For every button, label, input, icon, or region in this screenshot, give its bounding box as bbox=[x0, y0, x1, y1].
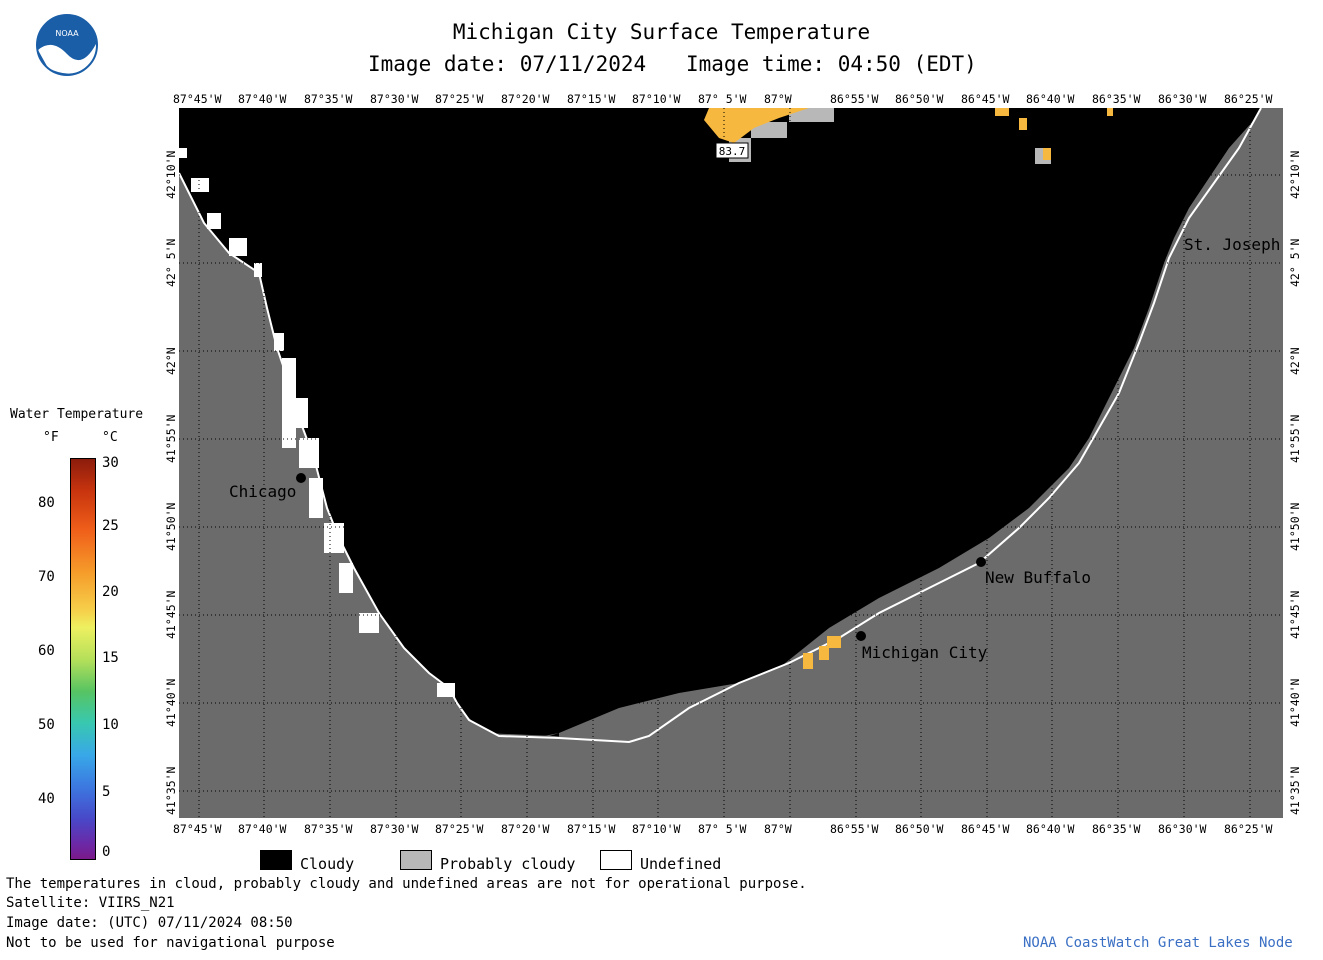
lon-tick-label-top: 87°15'W bbox=[567, 92, 616, 106]
lon-tick-label-bottom: 86°45'W bbox=[961, 822, 1010, 836]
image-date: Image date: 07/11/2024 bbox=[368, 52, 647, 76]
new-buffalo-marker bbox=[976, 557, 986, 567]
land-west-shore bbox=[179, 173, 629, 818]
sample-value: 83.7 bbox=[719, 145, 746, 158]
scale-c-tick: 5 bbox=[102, 784, 111, 800]
lon-tick-label-bottom: 87°35'W bbox=[304, 822, 353, 836]
legend-undefined-swatch bbox=[600, 850, 632, 870]
legend-probably-cloudy-label: Probably cloudy bbox=[440, 855, 576, 873]
label-michigan-city: Michigan City bbox=[862, 643, 988, 662]
lon-tick-label-top: 86°35'W bbox=[1092, 92, 1141, 106]
michigan-city-marker bbox=[856, 631, 866, 641]
lat-tick-label-right: 41°50'N bbox=[1288, 502, 1302, 551]
lon-tick-label-top: 87°40'W bbox=[238, 92, 287, 106]
scale-c-tick: 10 bbox=[102, 717, 119, 733]
lon-tick-label-bottom: 87°30'W bbox=[370, 822, 419, 836]
legend-cloudy-label: Cloudy bbox=[300, 855, 355, 873]
lat-tick-label-left: 42° 5'N bbox=[164, 238, 178, 287]
lat-tick-label-right: 42°10'N bbox=[1288, 150, 1302, 199]
scale-c-tick: 20 bbox=[102, 584, 119, 600]
lon-tick-label-bottom: 87°25'W bbox=[435, 822, 484, 836]
map-frame: 83.7 bbox=[169, 107, 1283, 818]
lon-tick-label-top: 86°25'W bbox=[1224, 92, 1273, 106]
footer-disclaimer: The temperatures in cloud, probably clou… bbox=[6, 876, 807, 892]
lon-tick-label-top: 86°30'W bbox=[1158, 92, 1207, 106]
lon-tick-label-bottom: 87°15'W bbox=[567, 822, 616, 836]
lon-tick-label-top: 87°30'W bbox=[370, 92, 419, 106]
lon-tick-label-top: 87°45'W bbox=[173, 92, 222, 106]
lon-tick-label-top: 86°40'W bbox=[1026, 92, 1075, 106]
footer-nav-warning: Not to be used for navigational purpose bbox=[6, 935, 335, 951]
scale-f-tick: 50 bbox=[38, 717, 55, 733]
lon-tick-label-bottom: 86°35'W bbox=[1092, 822, 1141, 836]
label-new-buffalo: New Buffalo bbox=[985, 568, 1091, 587]
lon-tick-label-bottom: 87°45'W bbox=[173, 822, 222, 836]
lat-tick-label-right: 42°N bbox=[1288, 347, 1302, 375]
page-title: Michigan City Surface Temperature bbox=[452, 20, 871, 44]
scale-f-tick: 80 bbox=[38, 495, 55, 511]
lon-tick-label-bottom: 86°55'W bbox=[830, 822, 879, 836]
lat-tick-label-left: 42°10'N bbox=[164, 150, 178, 199]
footer-credit: NOAA CoastWatch Great Lakes Node bbox=[1023, 935, 1293, 951]
lon-tick-label-top: 86°55'W bbox=[830, 92, 879, 106]
lon-tick-label-bottom: 86°40'W bbox=[1026, 822, 1075, 836]
scale-unit-f: °F bbox=[43, 430, 59, 445]
lake-cloudy-area bbox=[169, 108, 1261, 812]
chicago-marker bbox=[296, 473, 306, 483]
lat-tick-label-right: 41°40'N bbox=[1288, 678, 1302, 727]
lon-tick-label-top: 87°20'W bbox=[501, 92, 550, 106]
lat-tick-label-right: 41°45'N bbox=[1288, 590, 1302, 639]
lat-tick-label-left: 41°40'N bbox=[164, 678, 178, 727]
lon-tick-label-bottom: 87°20'W bbox=[501, 822, 550, 836]
legend-undefined-label: Undefined bbox=[640, 855, 722, 873]
footer-utc-date: Image date: (UTC) 07/11/2024 08:50 bbox=[6, 915, 293, 931]
image-time: Image time: 04:50 (EDT) bbox=[686, 52, 977, 76]
scale-f-tick: 70 bbox=[38, 569, 55, 585]
lat-tick-label-left: 41°50'N bbox=[164, 502, 178, 551]
lon-tick-label-bottom: 87°40'W bbox=[238, 822, 287, 836]
lat-tick-label-left: 42°N bbox=[164, 347, 178, 375]
lat-tick-label-right: 41°35'N bbox=[1288, 766, 1302, 815]
logo-text: NOAA bbox=[55, 29, 79, 38]
sample-value-box bbox=[715, 142, 749, 159]
scale-c-tick: 15 bbox=[102, 650, 119, 666]
scale-unit-c: °C bbox=[102, 430, 118, 445]
lon-tick-label-bottom: 87° 5'W bbox=[698, 822, 747, 836]
lon-tick-label-top: 86°50'W bbox=[895, 92, 944, 106]
lon-tick-label-top: 87°10'W bbox=[632, 92, 681, 106]
scale-c-tick: 25 bbox=[102, 518, 119, 534]
lon-tick-label-bottom: 86°50'W bbox=[895, 822, 944, 836]
legend-probably-cloudy-swatch bbox=[400, 850, 432, 870]
lon-tick-label-bottom: 86°25'W bbox=[1224, 822, 1273, 836]
label-st-joseph: St. Joseph bbox=[1184, 235, 1281, 254]
lon-tick-label-bottom: 87°W bbox=[764, 822, 792, 836]
warm-water-pixels bbox=[704, 108, 1113, 669]
lon-tick-label-top: 87° 5'W bbox=[698, 92, 747, 106]
lat-tick-label-right: 42° 5'N bbox=[1288, 238, 1302, 287]
temperature-colorbar bbox=[70, 458, 96, 860]
lon-tick-label-top: 87°W bbox=[764, 92, 792, 106]
lat-tick-label-left: 41°45'N bbox=[164, 590, 178, 639]
lat-tick-label-left: 41°55'N bbox=[164, 414, 178, 463]
legend-cloudy-swatch bbox=[260, 850, 292, 870]
scale-c-tick: 30 bbox=[102, 455, 119, 471]
lake-map: 83.7 bbox=[169, 107, 1283, 818]
lon-tick-label-bottom: 86°30'W bbox=[1158, 822, 1207, 836]
noaa-logo: NOAA bbox=[36, 14, 98, 76]
scale-title: Water Temperature bbox=[10, 407, 144, 422]
undefined-pixels bbox=[179, 148, 455, 697]
lon-tick-label-top: 87°35'W bbox=[304, 92, 353, 106]
lon-tick-label-top: 86°45'W bbox=[961, 92, 1010, 106]
footer-satellite: Satellite: VIIRS_N21 bbox=[6, 895, 175, 911]
scale-f-tick: 40 bbox=[38, 791, 55, 807]
graticule bbox=[179, 108, 1283, 818]
scale-c-tick: 0 bbox=[102, 844, 111, 860]
lat-tick-label-right: 41°55'N bbox=[1288, 414, 1302, 463]
lat-tick-label-left: 41°35'N bbox=[164, 766, 178, 815]
scale-f-tick: 60 bbox=[38, 643, 55, 659]
lon-tick-label-top: 87°25'W bbox=[435, 92, 484, 106]
lon-tick-label-bottom: 87°10'W bbox=[632, 822, 681, 836]
land-south-shore bbox=[469, 108, 1283, 818]
label-chicago: Chicago bbox=[229, 482, 297, 501]
